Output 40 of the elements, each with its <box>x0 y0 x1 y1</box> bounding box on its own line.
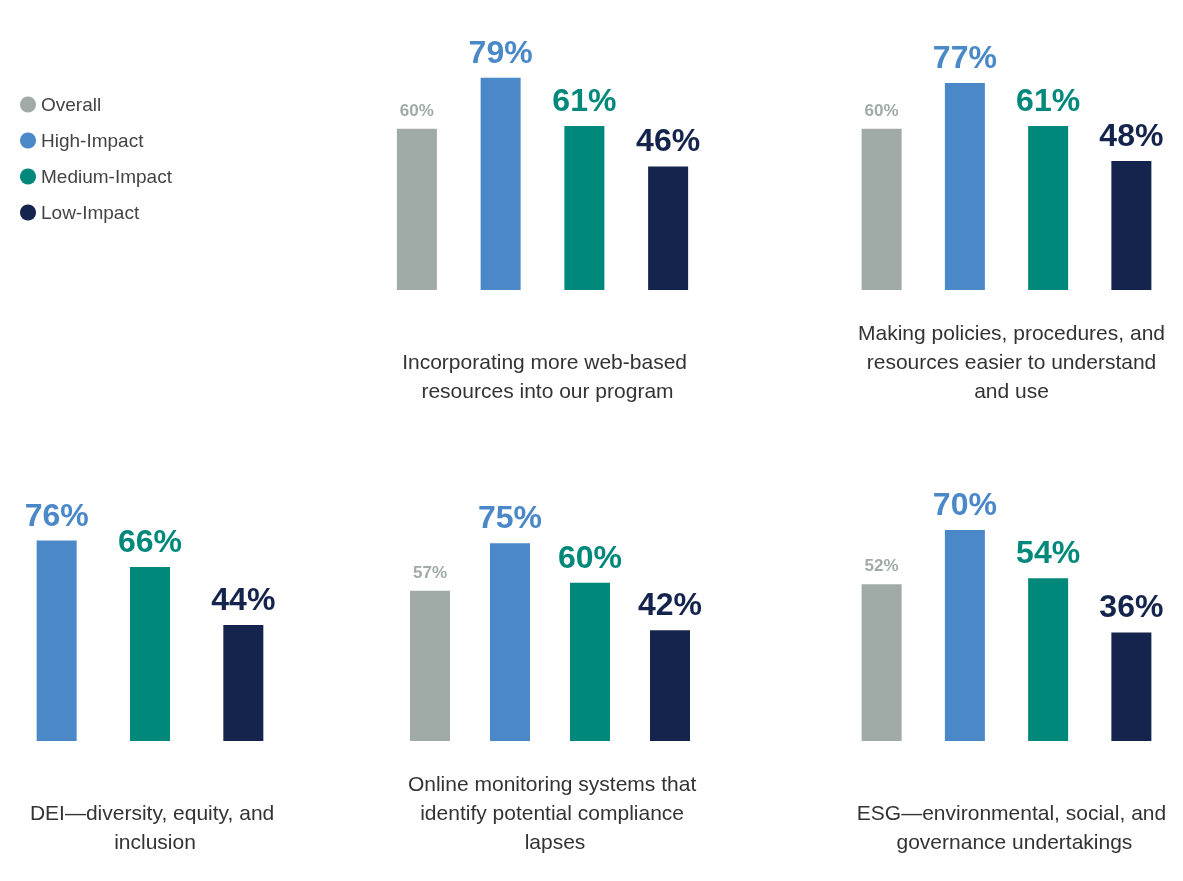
bar <box>490 543 530 741</box>
bar <box>650 630 690 741</box>
data-label: 61% <box>1016 82 1081 119</box>
bar <box>944 83 985 290</box>
bar <box>1111 632 1152 741</box>
data-label: 44% <box>211 580 276 617</box>
data-label: 54% <box>1016 534 1081 571</box>
bar <box>570 582 610 741</box>
data-label: 76% <box>24 496 89 533</box>
data-label: 75% <box>477 499 543 536</box>
bar <box>1028 126 1069 290</box>
legend-label: Medium-Impact <box>41 166 173 187</box>
data-label: 60% <box>864 100 899 120</box>
legend-label: Overall <box>41 94 102 115</box>
data-label: 42% <box>637 586 703 623</box>
x-axis-title: Making policies, procedures, and resources easier to understand and use <box>857 321 1166 402</box>
bar <box>1028 578 1069 741</box>
data-label: 52% <box>864 556 899 576</box>
bar <box>944 530 985 741</box>
data-label: 66% <box>117 522 183 559</box>
x-axis-title: Online monitoring systems that identify potential compliance lapses <box>407 772 703 853</box>
data-label: 36% <box>1099 588 1164 625</box>
bar <box>410 590 450 741</box>
x-axis-title: Incorporating more web-based resources into our program <box>402 350 693 402</box>
x-axis-title: ESG—environmental, social, and governance undertakings <box>856 801 1167 853</box>
data-label: 61% <box>552 82 617 119</box>
legend-label: Low-Impact <box>41 202 140 223</box>
data-label: 60% <box>399 100 434 120</box>
bar <box>861 128 902 290</box>
bar <box>1111 161 1152 290</box>
legend-label: High-Impact <box>41 130 145 151</box>
data-label: 70% <box>932 486 997 522</box>
data-label: 60% <box>557 538 623 575</box>
data-label: 57% <box>412 562 448 582</box>
data-label: 79% <box>468 33 533 70</box>
data-label: 77% <box>932 39 997 76</box>
data-label: 48% <box>1099 117 1164 153</box>
data-label: 46% <box>636 122 701 159</box>
x-axis-title: DEI—diversity, equity, and inclusion <box>29 801 281 853</box>
bar <box>861 584 902 741</box>
